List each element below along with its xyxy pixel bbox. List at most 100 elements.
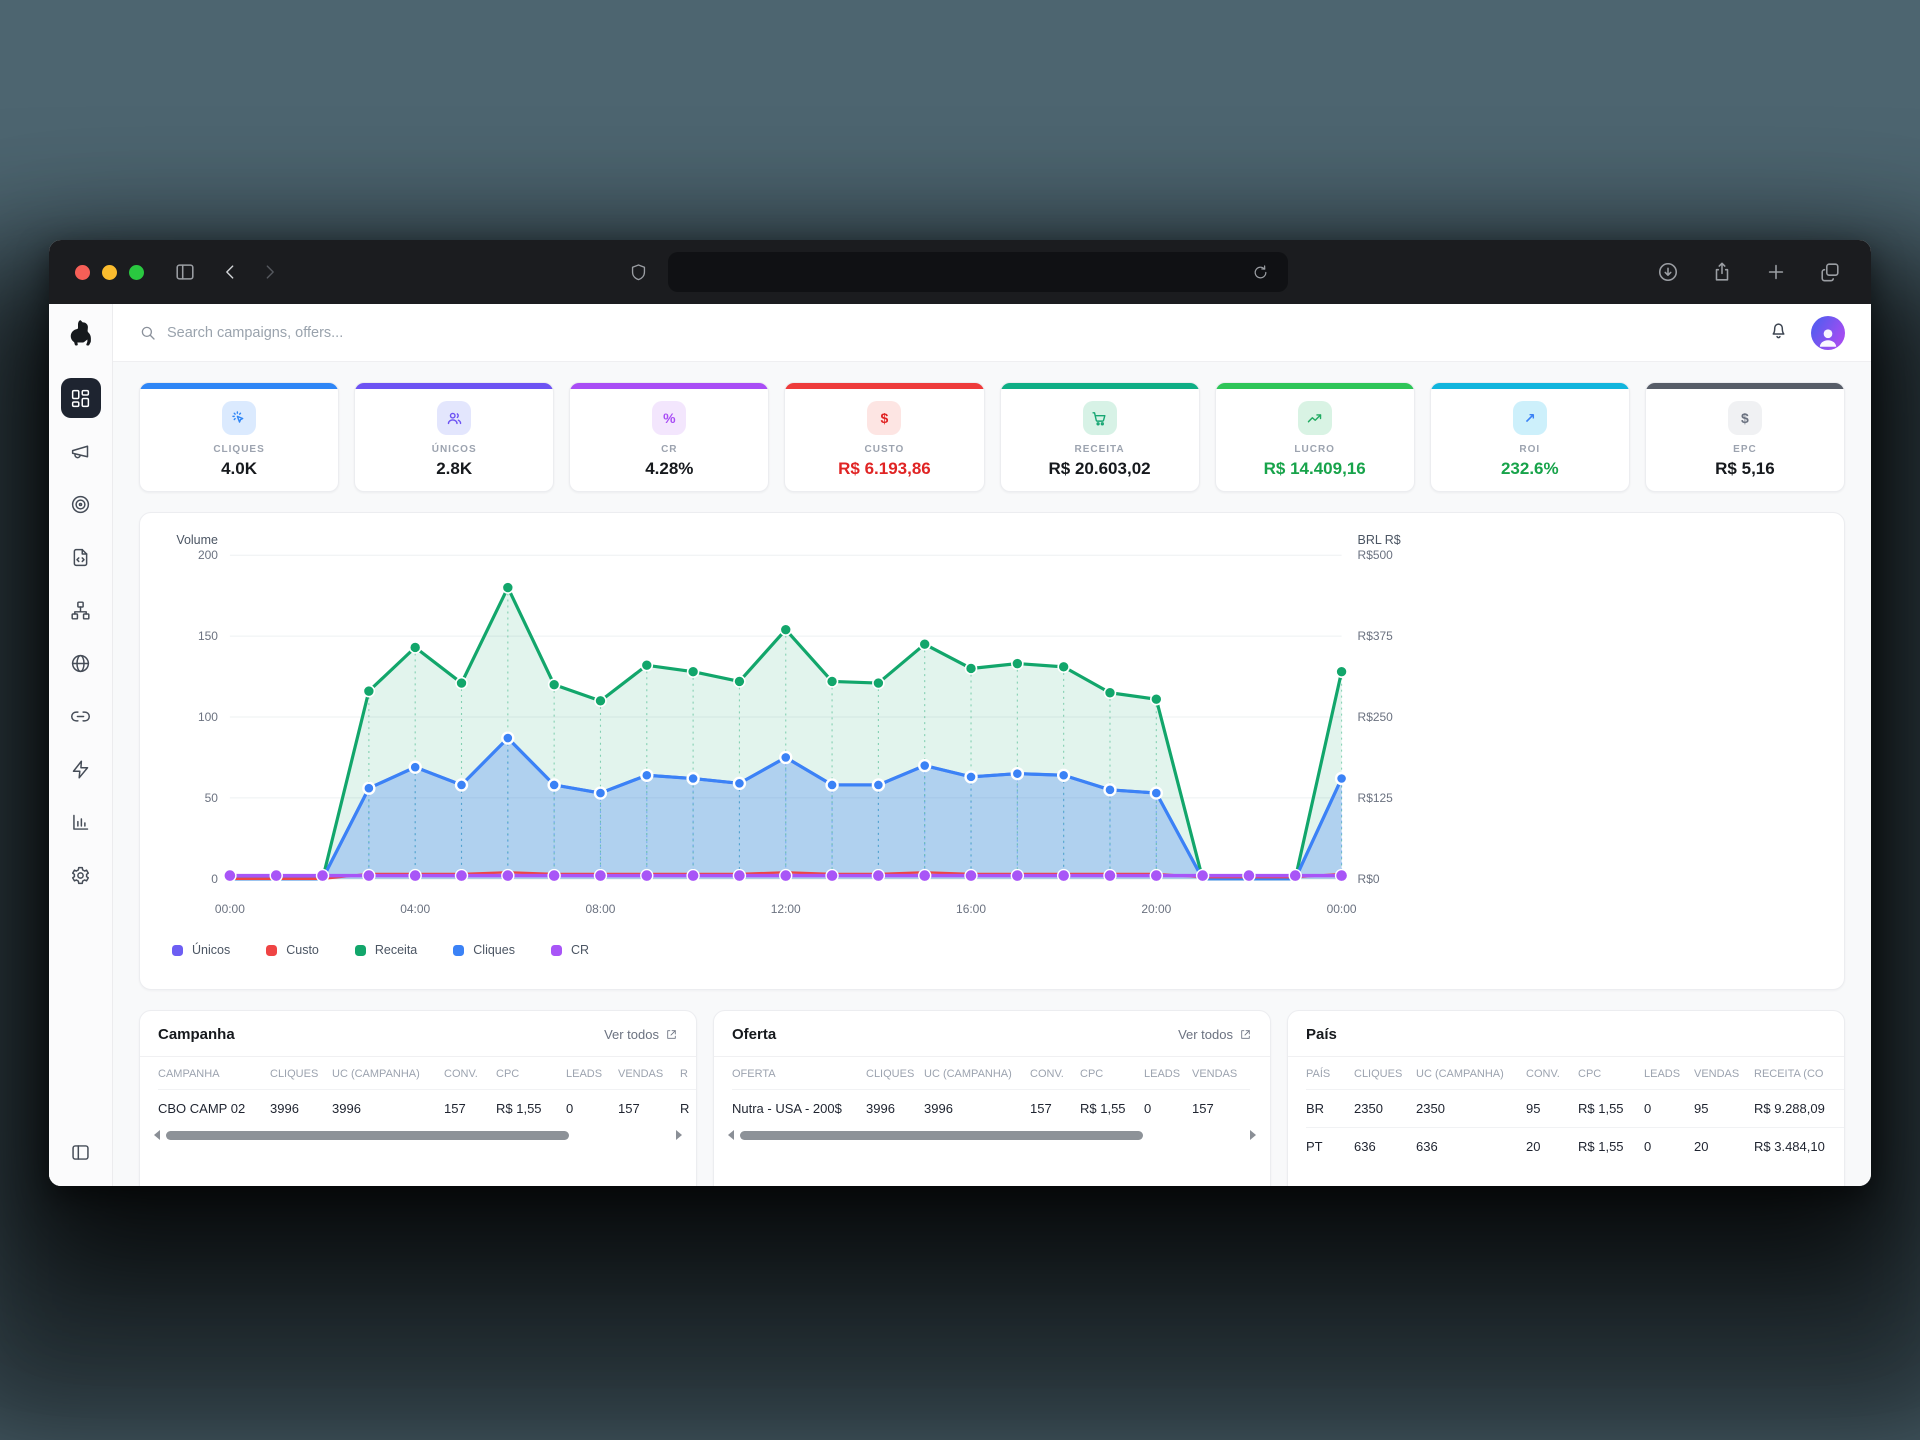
table-cell: 3996 (270, 1089, 332, 1127)
zoom-window-button[interactable] (129, 264, 144, 280)
svg-text:R$375: R$375 (1358, 629, 1394, 643)
scroll-left-arrow[interactable] (154, 1130, 160, 1140)
scroll-right-arrow[interactable] (1250, 1130, 1256, 1140)
legend-item[interactable]: Custo (266, 943, 319, 957)
campanha-table: CAMPANHA CLIQUES UC (CAMPANHA) CONV. CPC LEAD… (140, 1057, 696, 1127)
sidebar-item-settings[interactable] (61, 855, 101, 895)
new-tab-icon[interactable] (1761, 257, 1791, 287)
svg-text:R$500: R$500 (1358, 548, 1394, 562)
dollar-icon: $ (1727, 401, 1762, 435)
back-icon[interactable] (216, 257, 246, 287)
svg-text:R$250: R$250 (1358, 710, 1394, 724)
target-icon (71, 495, 90, 513)
table-header-row: OFERTA CLIQUES UC (CAMPANHA) CONV. CPC LEADS V… (732, 1057, 1250, 1090)
table-row[interactable]: BR 2350 2350 95 R$ 1,55 0 95 R$ 9.288,09 (1306, 1089, 1844, 1128)
table-title: Campanha (158, 1026, 235, 1043)
kpi-card-lucro[interactable]: LUCRO R$ 14.409,16 (1214, 382, 1415, 492)
minimize-window-button[interactable] (102, 264, 117, 280)
svg-text:00:00: 00:00 (1327, 902, 1357, 916)
table-header-row: PAÍS CLIQUES UC (CAMPANHA) CONV. CPC LEADS VEN… (1306, 1057, 1844, 1090)
sidebar-item-reports[interactable] (61, 802, 101, 842)
ver-todos-link[interactable]: Ver todos (604, 1027, 678, 1042)
kpi-value: R$ 20.603,02 (1048, 459, 1151, 478)
app-logo[interactable] (49, 304, 112, 362)
column-header: CLIQUES (866, 1068, 915, 1080)
search-input[interactable] (167, 324, 587, 341)
legend-item[interactable]: CR (550, 943, 589, 957)
oferta-table-card: Oferta Ver todos OFERTA CLIQUES UC (CAMPAN… (713, 1010, 1271, 1186)
svg-text:Volume: Volume (176, 533, 218, 547)
sidebar-item-campaigns[interactable] (61, 431, 101, 471)
svg-text:04:00: 04:00 (400, 902, 430, 916)
link-icon (71, 710, 90, 722)
global-search[interactable] (139, 324, 1768, 342)
scrollbar-thumb[interactable] (740, 1130, 1144, 1140)
accent-bar (1000, 383, 1199, 389)
browser-sidebar-toggle-icon[interactable] (170, 257, 200, 287)
close-window-button[interactable] (75, 264, 90, 280)
sidebar-collapse-toggle[interactable] (61, 1132, 101, 1172)
reload-icon[interactable] (1246, 257, 1276, 287)
kpi-label: CUSTO (864, 444, 905, 455)
accent-bar (1645, 383, 1844, 389)
legend-item[interactable]: Únicos (172, 943, 230, 957)
megaphone-icon (71, 445, 89, 458)
scrollbar-track[interactable] (740, 1130, 1244, 1140)
sidebar-item-dashboard[interactable] (60, 378, 101, 418)
kpi-card-custo[interactable]: $ CUSTO R$ 6.193,86 (784, 382, 985, 492)
oferta-table: OFERTA CLIQUES UC (CAMPANHA) CONV. CPC LEADS V… (714, 1057, 1270, 1127)
table-cell: 157 (618, 1089, 680, 1127)
table-cell: 3996 (924, 1089, 1030, 1127)
address-bar[interactable] (667, 252, 1288, 292)
svg-text:150: 150 (198, 629, 218, 643)
table-row[interactable]: CBO CAMP 02 3996 3996 157 R$ 1,55 0 157 R (158, 1089, 696, 1127)
notifications-bell-icon[interactable] (1768, 320, 1789, 346)
downloads-icon[interactable] (1653, 257, 1683, 287)
sidebar-item-automation[interactable] (61, 749, 101, 789)
table-cell: R$ 9.288,09 (1754, 1089, 1844, 1128)
column-header: LEADS (566, 1068, 603, 1080)
sidebar-item-domains[interactable] (61, 643, 101, 683)
kpi-card-cliques[interactable]: CLIQUES 4.0K (139, 382, 340, 492)
cart-icon (1082, 401, 1117, 435)
sidebar-item-landing-pages[interactable] (61, 537, 101, 577)
table-row[interactable]: PT 636 636 20 R$ 1,55 0 20 R$ 3.484,10 (1306, 1127, 1844, 1165)
table-title: País (1306, 1026, 1337, 1043)
tab-overview-icon[interactable] (1815, 257, 1845, 287)
forward-icon[interactable] (254, 257, 284, 287)
scroll-left-arrow[interactable] (728, 1130, 734, 1140)
scrollbar-thumb[interactable] (166, 1130, 570, 1140)
table-cell: Nutra - USA - 200$ (732, 1089, 866, 1127)
legend-item[interactable]: Receita (354, 943, 417, 957)
kpi-value: 4.0K (221, 459, 258, 478)
kpi-value: R$ 6.193,86 (838, 459, 931, 478)
external-link-icon (1241, 1030, 1250, 1039)
user-avatar[interactable] (1811, 315, 1845, 350)
table-row[interactable]: Nutra - USA - 200$ 3996 3996 157 R$ 1,55 0 157 (732, 1089, 1250, 1127)
click-icon (222, 401, 257, 435)
kpi-card-epc[interactable]: $ EPC R$ 5,16 (1644, 382, 1845, 492)
share-icon[interactable] (1707, 257, 1737, 287)
kpi-card-unicos[interactable]: ÚNICOS 2.8K (354, 382, 555, 492)
kpi-row: CLIQUES 4.0K ÚNICOS 2.8K % CR (139, 382, 1845, 492)
table-cell: 636 (1416, 1127, 1526, 1165)
kpi-card-receita[interactable]: RECEITA R$ 20.603,02 (999, 382, 1200, 492)
sidebar-item-links[interactable] (61, 696, 101, 736)
svg-text:20:00: 20:00 (1141, 902, 1171, 916)
volume-revenue-chart: 0 R$0 50 R$125 100 R$250 150 R$375 200 R$500 Volum… (158, 529, 1826, 933)
ver-todos-link[interactable]: Ver todos (1178, 1027, 1252, 1042)
pais-table-card: País PAÍS CLIQUES UC (CAMPANHA) CONV. CPC LEA… (1287, 1010, 1845, 1186)
browser-window: CLIQUES 4.0K ÚNICOS 2.8K % CR (49, 240, 1871, 1186)
kpi-card-roi[interactable]: ↗ ROI 232.6% (1429, 382, 1630, 492)
svg-text:16:00: 16:00 (956, 902, 986, 916)
kpi-card-cr[interactable]: % CR 4.28% (569, 382, 770, 492)
legend-item[interactable]: Cliques (453, 943, 515, 957)
scrollbar-track[interactable] (166, 1130, 670, 1140)
table-title: Oferta (732, 1026, 777, 1043)
search-icon (141, 326, 155, 340)
scroll-right-arrow[interactable] (676, 1130, 682, 1140)
sidebar-item-offers[interactable] (61, 484, 101, 524)
sidebar-item-funnels[interactable] (61, 590, 101, 630)
table-cell: 636 (1354, 1127, 1416, 1165)
shield-icon[interactable] (624, 257, 654, 287)
